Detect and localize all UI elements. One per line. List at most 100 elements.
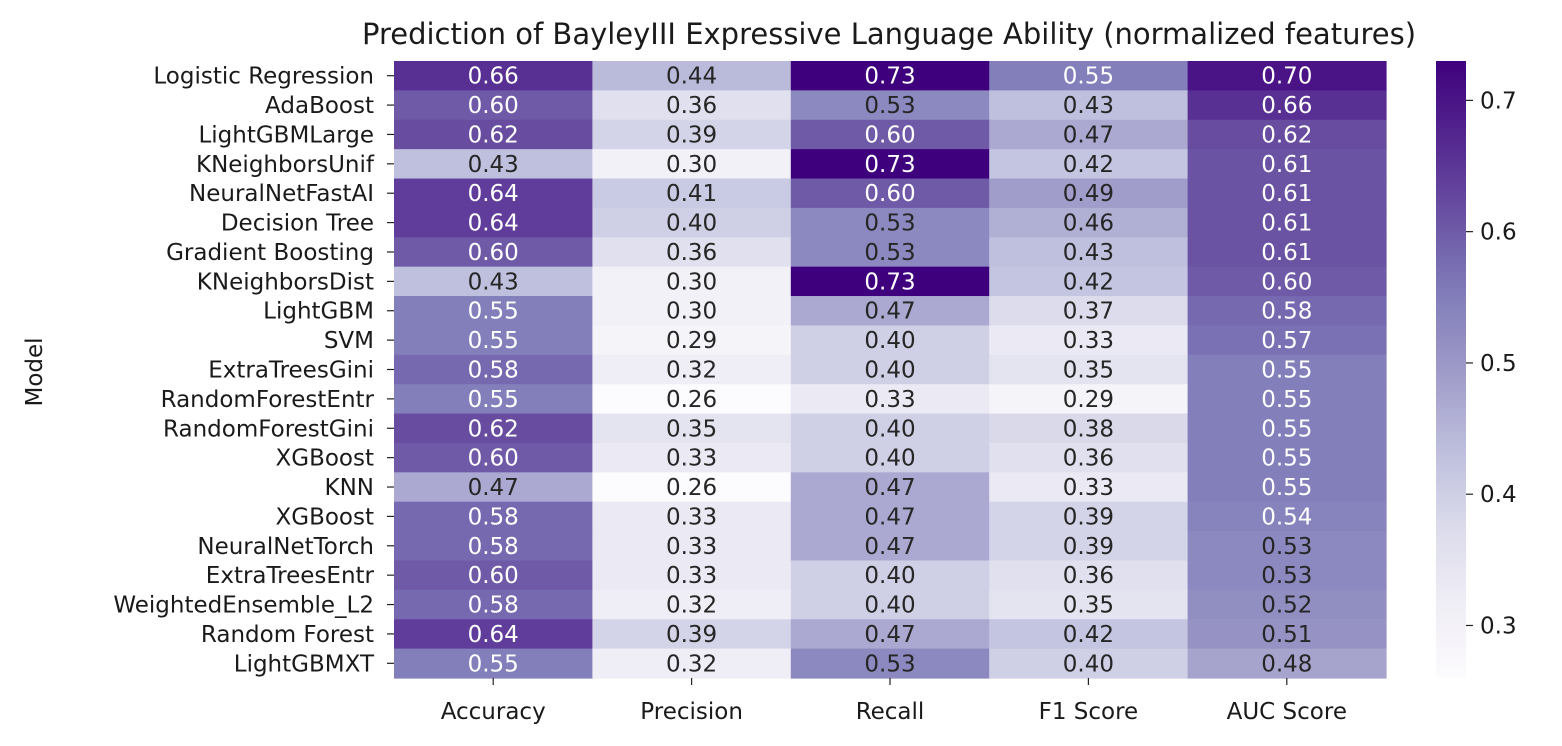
cell-value-label: 0.60 <box>468 563 519 589</box>
cell-value-label: 0.73 <box>864 152 915 178</box>
y-tick-label: LightGBMLarge <box>198 122 374 148</box>
cell-value-label: 0.70 <box>1261 64 1312 90</box>
y-tick-label: RandomForestGini <box>163 416 374 442</box>
cell-value-label: 0.53 <box>1261 534 1312 560</box>
heatmap-cell <box>1187 296 1387 327</box>
cell-value-label: 0.30 <box>666 269 717 295</box>
heatmap-cell <box>592 61 792 91</box>
cell-value-label: 0.43 <box>468 152 519 178</box>
cell-value-label: 0.60 <box>468 240 519 266</box>
heatmap-cell <box>790 149 990 180</box>
heatmap-cell <box>790 413 990 444</box>
heatmap-cell <box>394 266 593 297</box>
heatmap-cell <box>989 531 1189 562</box>
heatmap-cell <box>592 384 792 415</box>
cell-value-label: 0.58 <box>468 534 519 560</box>
cell-value-label: 0.35 <box>1063 593 1114 619</box>
cell-value-label: 0.58 <box>468 504 519 530</box>
heatmap-cell <box>989 648 1189 679</box>
cell-value-label: 0.33 <box>666 534 717 560</box>
cell-value-label: 0.52 <box>1261 593 1312 619</box>
heatmap-cell <box>394 90 593 121</box>
heatmap-cell <box>1187 560 1387 591</box>
heatmap-cell <box>394 589 593 620</box>
x-tick-label: AUC Score <box>1227 699 1347 725</box>
cell-value-label: 0.47 <box>864 622 915 648</box>
y-tick-label: KNN <box>325 475 375 501</box>
heatmap-cell <box>1187 442 1387 473</box>
y-tick-label: NeuralNetTorch <box>197 534 374 560</box>
cell-value-label: 0.43 <box>1063 240 1114 266</box>
colorbar-tick-label: 0.5 <box>1480 351 1517 377</box>
heatmap-cell <box>790 266 990 297</box>
cell-value-label: 0.39 <box>666 622 717 648</box>
cell-value-label: 0.55 <box>1261 387 1312 413</box>
cell-value-label: 0.49 <box>1063 181 1114 207</box>
colorbar-tick-label: 0.7 <box>1480 88 1517 114</box>
y-tick-label: Random Forest <box>201 622 374 648</box>
cell-value-label: 0.62 <box>468 122 519 148</box>
y-axis-label: Model <box>22 337 48 406</box>
heatmap-cell <box>394 648 593 679</box>
x-tick-label: Accuracy <box>441 699 546 725</box>
cell-value-label: 0.35 <box>666 416 717 442</box>
cell-value-label: 0.26 <box>666 387 717 413</box>
cell-value-label: 0.54 <box>1261 504 1312 530</box>
cell-value-label: 0.42 <box>1063 269 1114 295</box>
heatmap-cell <box>1187 501 1387 532</box>
cell-value-label: 0.30 <box>666 299 717 325</box>
cell-value-label: 0.47 <box>864 504 915 530</box>
cell-value-label: 0.39 <box>666 122 717 148</box>
y-tick-label: XGBoost <box>275 446 374 472</box>
cell-value-label: 0.33 <box>666 563 717 589</box>
heatmap-cell <box>592 472 792 503</box>
heatmap-cells: 0.66 0.44 0.73 0.55 0.70 0.60 0.36 0.53 0.43 0.66… <box>394 61 1387 679</box>
cell-value-label: 0.40 <box>864 446 915 472</box>
cell-value-label: 0.39 <box>1063 534 1114 560</box>
heatmap-cell <box>592 589 792 620</box>
heatmap-cell <box>394 237 593 268</box>
heatmap-cell <box>1187 149 1387 180</box>
heatmap-cell <box>989 266 1189 297</box>
heatmap-cell <box>592 325 792 356</box>
y-tick-label: KNeighborsUnif <box>196 152 375 178</box>
cell-value-label: 0.42 <box>1063 622 1114 648</box>
colorbar-ticks: 0.3 0.4 0.5 0.6 0.7 <box>1466 88 1517 639</box>
cell-value-label: 0.66 <box>1261 93 1312 119</box>
cell-value-label: 0.73 <box>864 64 915 90</box>
heatmap-cell <box>1187 619 1387 650</box>
cell-value-label: 0.33 <box>666 446 717 472</box>
heatmap-cell <box>592 119 792 150</box>
heatmap-cell <box>394 560 593 591</box>
cell-value-label: 0.32 <box>666 651 717 677</box>
heatmap-cell <box>592 531 792 562</box>
cell-value-label: 0.43 <box>1063 93 1114 119</box>
heatmap-cell <box>989 560 1189 591</box>
cell-value-label: 0.61 <box>1261 152 1312 178</box>
cell-value-label: 0.40 <box>864 328 915 354</box>
cell-value-label: 0.55 <box>1063 64 1114 90</box>
cell-value-label: 0.33 <box>1063 475 1114 501</box>
heatmap-cell <box>790 325 990 356</box>
heatmap-cell <box>394 119 593 150</box>
cell-value-label: 0.55 <box>1261 358 1312 384</box>
cell-value-label: 0.36 <box>666 240 717 266</box>
cell-value-label: 0.33 <box>864 387 915 413</box>
heatmap-cell <box>989 619 1189 650</box>
heatmap-cell <box>592 207 792 238</box>
colorbar-tick-label: 0.4 <box>1480 482 1517 508</box>
cell-value-label: 0.36 <box>666 93 717 119</box>
heatmap-cell <box>989 149 1189 180</box>
cell-value-label: 0.73 <box>864 269 915 295</box>
cell-value-label: 0.40 <box>864 416 915 442</box>
cell-value-label: 0.62 <box>1261 122 1312 148</box>
x-tick-label: Precision <box>640 699 743 725</box>
heatmap-cell <box>1187 384 1387 415</box>
cell-value-label: 0.26 <box>666 475 717 501</box>
heatmap-cell <box>592 442 792 473</box>
heatmap-cell <box>989 61 1189 91</box>
heatmap-cell <box>1187 207 1387 238</box>
cell-value-label: 0.40 <box>666 211 717 237</box>
heatmap-cell <box>790 472 990 503</box>
heatmap-cell <box>592 90 792 121</box>
